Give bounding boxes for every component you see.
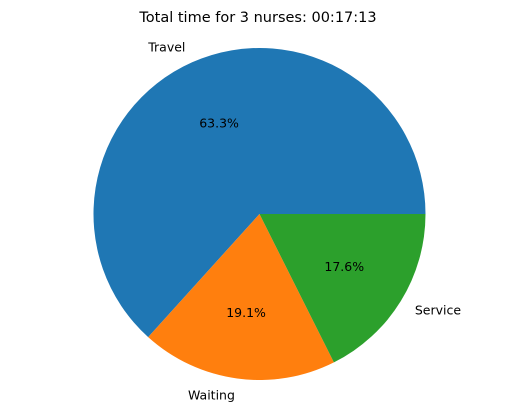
slice-label-travel: Travel [147, 40, 185, 55]
slice-percent-travel: 63.3% [199, 115, 239, 130]
pie-slices [93, 48, 425, 380]
slice-label-waiting: Waiting [188, 387, 235, 402]
slice-percent-waiting: 19.1% [226, 305, 266, 320]
slice-percent-service: 17.6% [324, 259, 364, 274]
slice-label-service: Service [415, 302, 462, 317]
chart-title: Total time for 3 nurses: 00:17:13 [138, 10, 376, 26]
